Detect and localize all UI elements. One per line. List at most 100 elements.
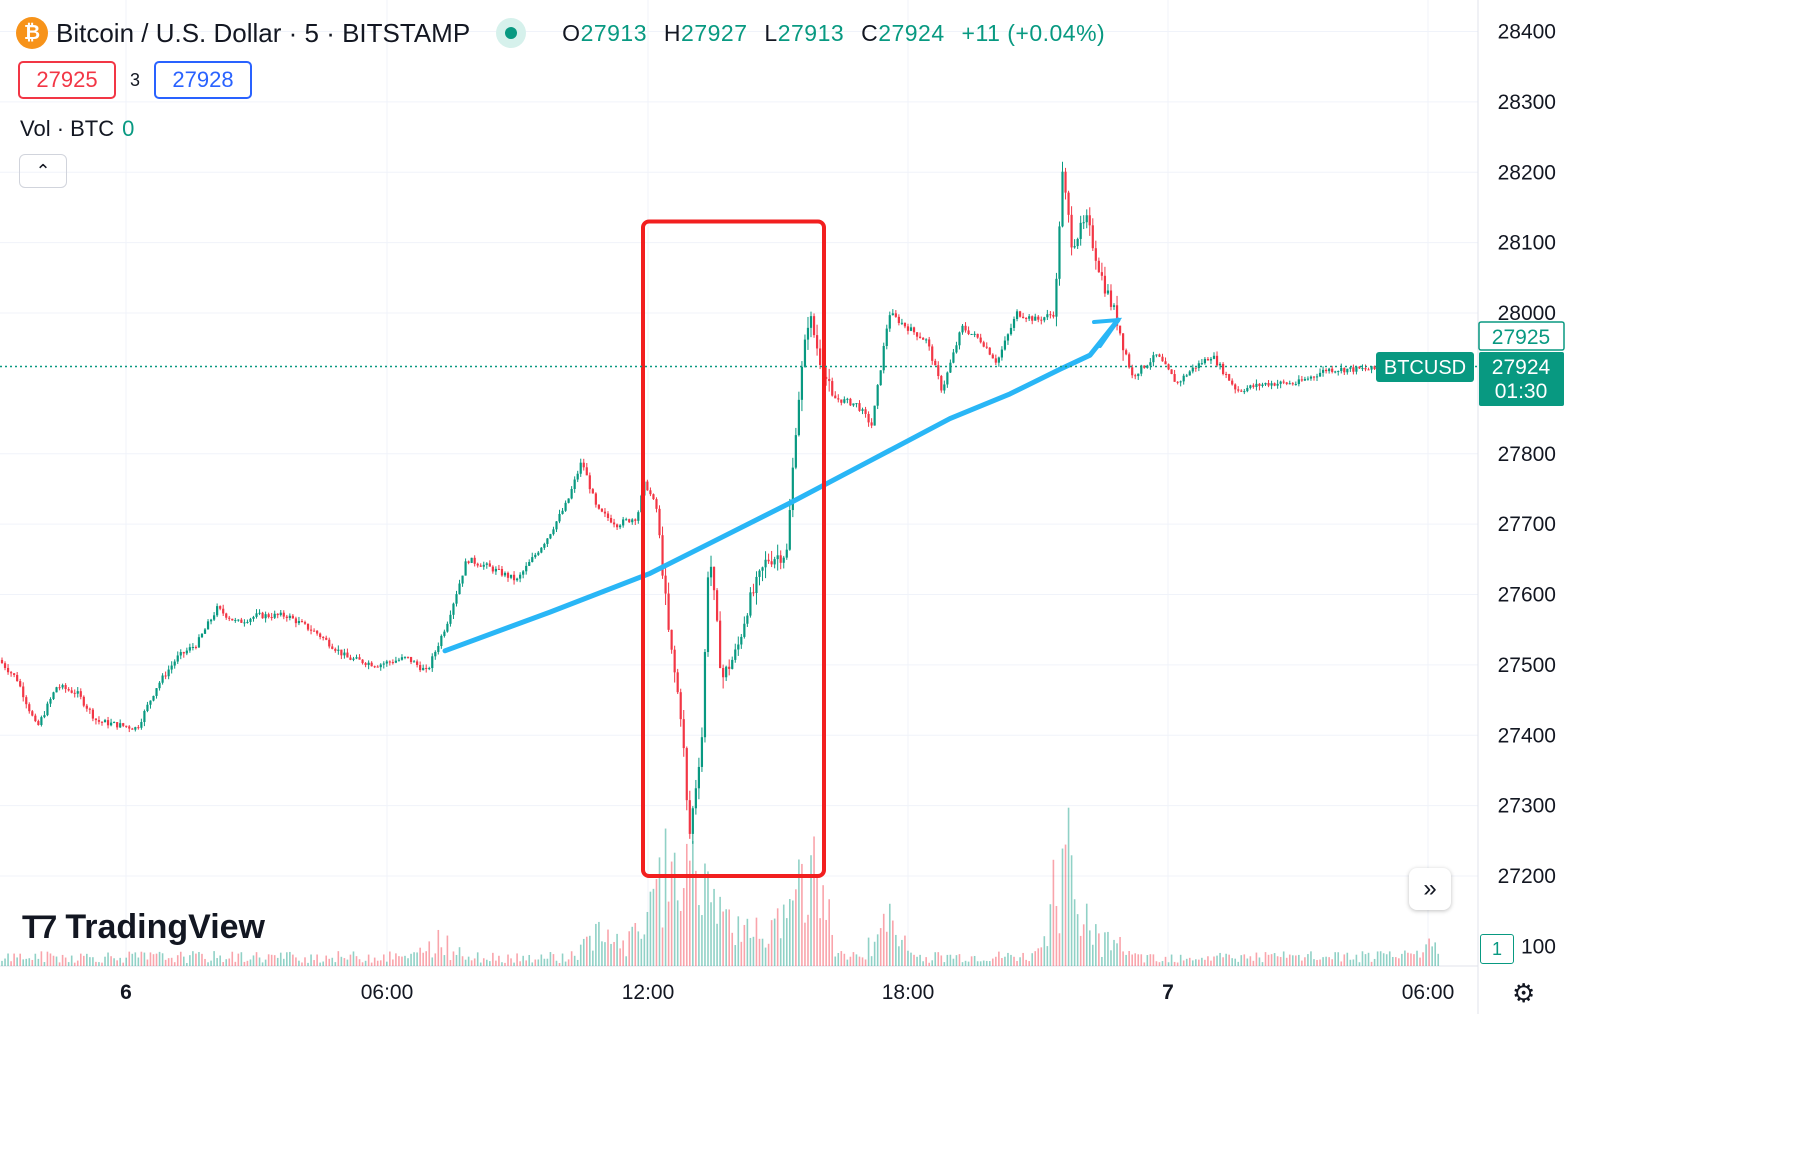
sell-button[interactable]: 27925 — [18, 61, 116, 99]
candle-249 — [755, 571, 758, 605]
volume-bar-174 — [528, 954, 531, 966]
candle-414 — [1255, 379, 1258, 391]
volume-legend[interactable]: Vol · BTC 0 — [20, 116, 134, 142]
candle-435 — [1318, 368, 1322, 378]
candle-436 — [1321, 366, 1325, 377]
candle-102 — [309, 625, 313, 635]
badge[interactable]: 1 — [1480, 934, 1514, 964]
candle-76 — [231, 618, 234, 621]
volume-bar-380 — [1152, 954, 1155, 966]
volume-bar-451 — [1367, 952, 1370, 966]
candle-42 — [128, 725, 131, 733]
volume-bar-369 — [1119, 936, 1121, 966]
volume-bar-466 — [1413, 954, 1415, 966]
candle-240 — [728, 659, 731, 676]
volume-bar-224 — [679, 910, 682, 966]
volume-bar-308 — [934, 952, 937, 966]
volume-bar-402 — [1219, 952, 1221, 966]
settings-button[interactable]: ⚙ — [1512, 978, 1535, 1009]
price-axis[interactable]: 28400 28300 28200 28100 28000 27800 27700 27600… — [1376, 21, 1565, 959]
volume-bar-1 — [4, 958, 6, 966]
candle-125 — [379, 663, 382, 671]
candle-172 — [522, 570, 525, 579]
scroll-to-realtime-button[interactable]: » — [1409, 868, 1451, 910]
candle-104 — [316, 630, 319, 636]
volume-bar-383 — [1161, 961, 1164, 966]
price-chart[interactable]: 28400 28300 28200 28100 28000 27800 27700 27600… — [0, 0, 1568, 1014]
volume-bar-206 — [625, 956, 627, 966]
candle-299 — [906, 323, 910, 335]
candle-334 — [1012, 316, 1016, 332]
candle-146 — [443, 629, 446, 638]
candle-71 — [216, 603, 219, 618]
volume-bar-94 — [286, 952, 288, 966]
candle-18 — [55, 686, 58, 693]
candle-225 — [682, 710, 685, 757]
volume-bar-231 — [701, 915, 703, 966]
candle-144 — [437, 642, 440, 655]
candle-285 — [864, 406, 867, 418]
candle-256 — [776, 544, 779, 571]
time-axis[interactable]: 6 06:00 12:00 18:00 7 06:00 — [120, 981, 1454, 1004]
candle-14 — [43, 711, 46, 719]
volume-bar-385 — [1167, 962, 1170, 966]
candle-63 — [191, 643, 194, 651]
candle-5 — [16, 671, 19, 682]
volume-bar-61 — [186, 962, 188, 966]
volume-bar-197 — [598, 921, 600, 966]
candle-142 — [431, 653, 434, 672]
volume-bar-288 — [873, 941, 876, 966]
candle-250 — [758, 569, 761, 586]
volume-bar-282 — [855, 954, 858, 966]
volume-bar-292 — [885, 931, 888, 966]
collapse-legend-button[interactable]: ⌃ — [19, 154, 67, 188]
candle-264 — [800, 361, 804, 412]
candle-366 — [1109, 284, 1113, 311]
candle-295 — [894, 310, 897, 318]
volume-bar-362 — [1098, 933, 1100, 966]
candle-440 — [1334, 370, 1337, 374]
volume-bar-397 — [1204, 959, 1206, 966]
volume-bar-109 — [331, 957, 334, 966]
volume-bar-371 — [1125, 954, 1127, 966]
candle-353 — [1070, 206, 1073, 256]
volume-bar-448 — [1358, 962, 1361, 966]
volume-bar-128 — [389, 951, 391, 966]
candle-186 — [564, 500, 567, 512]
candle-255 — [773, 556, 776, 569]
candle-191 — [579, 458, 582, 477]
tradingview-logo[interactable]: T7 TradingView — [22, 908, 265, 947]
market-status-icon[interactable] — [496, 18, 527, 48]
volume-bar-159 — [482, 958, 485, 966]
symbol-title[interactable]: Bitcoin / U.S. Dollar · 5 · BITSTAMP — [56, 17, 471, 48]
candle-262 — [794, 427, 797, 470]
candle-116 — [352, 656, 355, 662]
candle-109 — [331, 643, 334, 650]
volume-bar-162 — [492, 952, 494, 966]
candle-15 — [46, 701, 49, 717]
volume-bar-228 — [692, 841, 694, 966]
candle-309 — [937, 361, 940, 380]
volume-bar-32 — [98, 962, 100, 966]
volume-bar-379 — [1149, 954, 1152, 966]
candle-297 — [900, 318, 904, 326]
volume-bar-404 — [1225, 953, 1227, 966]
volume-bar-58 — [176, 955, 179, 966]
candle-180 — [546, 537, 549, 548]
candle-372 — [1128, 352, 1131, 369]
candle-52 — [158, 681, 161, 691]
candle-86 — [261, 611, 264, 619]
buy-button[interactable]: 27928 — [154, 61, 252, 99]
volume-bar-412 — [1249, 956, 1252, 966]
volume-bar-102 — [310, 954, 312, 966]
candle-311 — [943, 380, 946, 394]
volume-bar-220 — [667, 901, 670, 966]
candle-41 — [125, 725, 128, 728]
candle-43 — [131, 727, 134, 730]
volume-bar-150 — [455, 954, 458, 966]
moving-average-line — [442, 317, 1121, 654]
volume-bar-278 — [843, 953, 846, 966]
volume-bar-429 — [1301, 960, 1303, 966]
volume-bar-301 — [913, 954, 915, 966]
volume-bar-110 — [334, 962, 337, 966]
